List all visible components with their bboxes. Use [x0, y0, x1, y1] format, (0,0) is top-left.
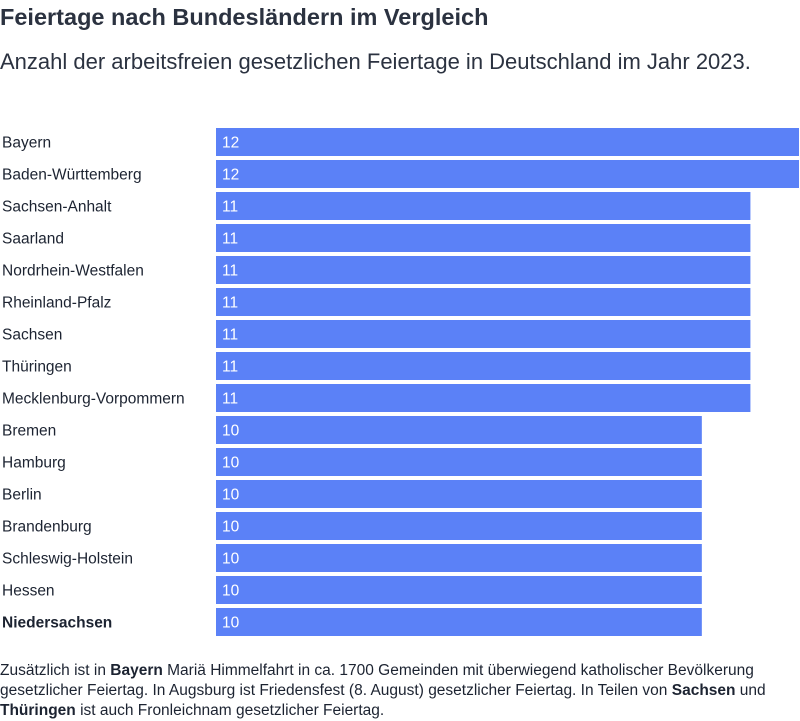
- value-label-mecklenburg-vorpommern: 11: [222, 391, 238, 408]
- bar-schleswig-holstein: [216, 544, 702, 572]
- category-label-schleswig-holstein: Schleswig-Holstein: [2, 551, 133, 568]
- value-label-bayern: 12: [222, 135, 239, 152]
- value-label-niedersachsen: 10: [222, 615, 240, 632]
- category-label-bayern: Bayern: [2, 135, 51, 152]
- category-label-bremen: Bremen: [2, 423, 56, 440]
- category-label-saarland: Saarland: [2, 231, 64, 248]
- footnote-bold-thueringen: Thüringen: [0, 702, 76, 719]
- value-label-thueringen: 11: [222, 359, 238, 376]
- value-label-sachsen: 11: [222, 327, 238, 344]
- category-label-thueringen: Thüringen: [2, 359, 72, 376]
- bar-sachsen-anhalt: [216, 192, 751, 220]
- chart-title: Feiertage nach Bundesländern im Vergleic…: [0, 4, 489, 30]
- bar-saarland: [216, 224, 751, 252]
- category-label-mecklenburg-vorpommern: Mecklenburg-Vorpommern: [2, 391, 185, 408]
- value-label-berlin: 10: [222, 487, 240, 504]
- category-label-hessen: Hessen: [2, 583, 55, 600]
- value-label-sachsen-anhalt: 11: [222, 199, 238, 216]
- bar-brandenburg: [216, 512, 702, 540]
- footnote-text-2: Mariä Himmelfahrt in ca. 1700 Gemeinden …: [0, 662, 754, 699]
- chart-subtitle: Anzahl der arbeitsfreien gesetzlichen Fe…: [0, 49, 751, 74]
- category-label-brandenburg: Brandenburg: [2, 519, 92, 536]
- category-label-berlin: Berlin: [2, 487, 42, 504]
- category-label-nordrhein-westfalen: Nordrhein-Westfalen: [2, 263, 144, 280]
- bar-baden-wuerttemberg: [216, 160, 799, 188]
- bar-rheinland-pfalz: [216, 288, 751, 316]
- bar-mecklenburg-vorpommern: [216, 384, 751, 412]
- footnote-text-1: Zusätzlich ist in: [0, 662, 111, 679]
- footnote-text-4: ist auch Fronleichnam gesetzlicher Feier…: [75, 702, 385, 719]
- value-label-rheinland-pfalz: 11: [222, 295, 238, 312]
- bar-hamburg: [216, 448, 702, 476]
- category-label-rheinland-pfalz: Rheinland-Pfalz: [2, 295, 111, 312]
- value-label-nordrhein-westfalen: 11: [222, 263, 238, 280]
- bar-berlin: [216, 480, 702, 508]
- category-label-sachsen-anhalt: Sachsen-Anhalt: [2, 199, 112, 216]
- value-label-baden-wuerttemberg: 12: [222, 167, 239, 184]
- bar-thueringen: [216, 352, 751, 380]
- bar-niedersachsen: [216, 608, 702, 636]
- footnote-bold-sachsen: Sachsen: [671, 682, 736, 699]
- category-label-hamburg: Hamburg: [2, 455, 66, 472]
- value-label-saarland: 11: [222, 231, 238, 248]
- value-label-bremen: 10: [222, 423, 240, 440]
- bar-sachsen: [216, 320, 751, 348]
- bar-bremen: [216, 416, 702, 444]
- bar-hessen: [216, 576, 702, 604]
- footnote-text-3: und: [735, 682, 766, 699]
- category-label-baden-wuerttemberg: Baden-Württemberg: [2, 167, 142, 184]
- value-label-schleswig-holstein: 10: [222, 551, 240, 568]
- category-label-niedersachsen: Niedersachsen: [2, 615, 112, 632]
- value-label-brandenburg: 10: [222, 519, 240, 536]
- value-label-hessen: 10: [222, 583, 240, 600]
- bar-bayern: [216, 128, 799, 156]
- bar-chart: Bayern 12 Baden-Württemberg 12 Sachsen-Anhal…: [2, 128, 799, 636]
- footnote: Zusätzlich ist in Bayern Mariä Himmelfah…: [0, 661, 800, 721]
- category-label-sachsen: Sachsen: [2, 327, 62, 344]
- footnote-bold-bayern: Bayern: [110, 662, 163, 679]
- bar-nordrhein-westfalen: [216, 256, 751, 284]
- value-label-hamburg: 10: [222, 455, 240, 472]
